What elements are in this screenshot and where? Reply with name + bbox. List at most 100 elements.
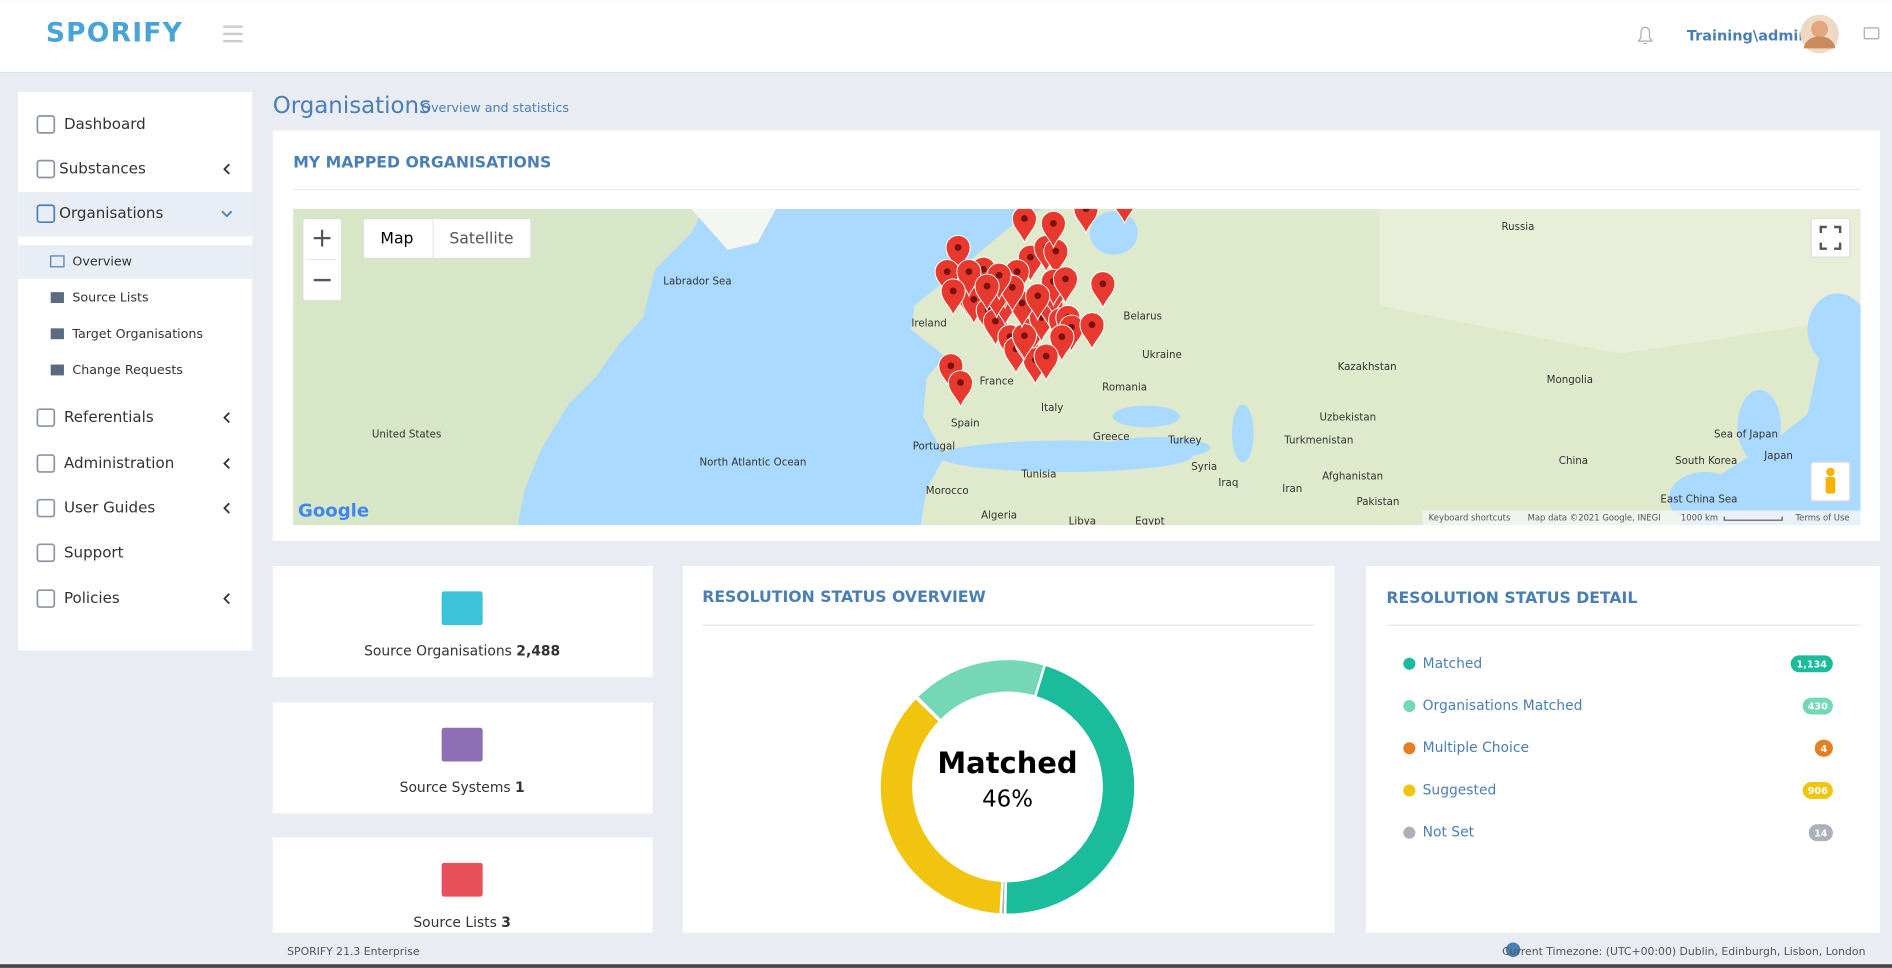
nav-item[interactable]: User Guides: [64, 499, 155, 517]
sea: [1737, 389, 1781, 463]
map-marker[interactable]: [1011, 206, 1037, 245]
map-marker[interactable]: [1073, 197, 1099, 235]
marker-dot: [1062, 275, 1069, 283]
nav-arrow: [223, 458, 230, 469]
scale-bar: [1723, 516, 1783, 521]
nav-item[interactable]: Dashboard: [64, 115, 146, 133]
subnav-item[interactable]: Target Organisations: [71, 326, 203, 341]
stat-text: Source Lists 3: [413, 915, 511, 931]
map-label: Turkey: [1167, 435, 1201, 447]
nav-item[interactable]: Policies: [64, 589, 120, 607]
status-count: 430: [1808, 702, 1828, 713]
map[interactable]: Labrador Sea United States North Atlantic …: [293, 187, 1868, 527]
map-marker[interactable]: [1090, 271, 1116, 310]
marker-dot: [947, 362, 955, 370]
map-marker[interactable]: [1052, 266, 1079, 305]
subnav-item[interactable]: Change Requests: [72, 362, 182, 377]
bottom-bar: [0, 964, 1892, 968]
status-label[interactable]: Organisations Matched: [1423, 698, 1583, 714]
status-icon: [1403, 699, 1416, 713]
subnav-item[interactable]: Overview: [72, 253, 132, 268]
map-marker[interactable]: [1113, 187, 1137, 225]
map-marker[interactable]: [945, 234, 971, 274]
nav-item[interactable]: Referentials: [64, 408, 154, 426]
map-marker[interactable]: [947, 370, 974, 409]
map-label: Syria: [1191, 461, 1217, 473]
stat-value: 3: [501, 915, 511, 931]
menu-toggle[interactable]: [223, 25, 243, 43]
map-type: [362, 217, 532, 259]
fullscreen[interactable]: [1810, 217, 1851, 258]
subnav-active-bg: [18, 245, 253, 279]
status-label[interactable]: Not Set: [1423, 825, 1475, 841]
sea: [1231, 404, 1254, 463]
stat-label: Source Systems: [400, 780, 511, 796]
stat-icon: [441, 862, 483, 897]
status-icon: [1403, 742, 1416, 755]
status-label[interactable]: Multiple Choice: [1423, 740, 1529, 756]
subnav-item[interactable]: Source Lists: [72, 290, 148, 305]
marker-dot: [1052, 247, 1060, 255]
map-label: South Korea: [1675, 455, 1737, 467]
chart-panel: [682, 566, 1335, 933]
nav-item[interactable]: Administration: [64, 454, 174, 472]
marker-dot: [995, 271, 1003, 279]
attribution[interactable]: Terms of Use: [1794, 512, 1849, 522]
status-label[interactable]: Matched: [1423, 656, 1483, 672]
map-label: Italy: [1041, 402, 1063, 414]
marker-dot: [1013, 268, 1021, 276]
nav-icon: [36, 159, 56, 179]
subnav-icon: [50, 328, 64, 340]
nav-icon: [36, 454, 56, 473]
status-count: 1,134: [1797, 659, 1828, 670]
stats: Source Organisations 2,488 Source Systems…: [272, 566, 653, 933]
map-marker[interactable]: [1011, 323, 1037, 362]
map-logo: Google: [298, 501, 369, 522]
map-marker[interactable]: [940, 278, 966, 317]
sea: [1101, 436, 1211, 459]
map-label: Tunisia: [1020, 468, 1056, 480]
map-marker[interactable]: [974, 273, 1000, 312]
donut: [878, 657, 1137, 916]
status-icon: [1403, 784, 1416, 797]
map-marker[interactable]: [1040, 210, 1066, 249]
map-type-button[interactable]: Satellite: [449, 229, 513, 248]
donut-segment[interactable]: [878, 695, 1004, 916]
street-view[interactable]: [1810, 461, 1851, 502]
chat[interactable]: [1863, 27, 1880, 40]
attribution-bar: [1422, 510, 1861, 526]
sea: [1807, 293, 1861, 366]
attribution[interactable]: Keyboard shortcuts: [1429, 512, 1511, 522]
status-count: 14: [1814, 828, 1828, 839]
zoom-in[interactable]: +: [311, 223, 333, 254]
sea: [1089, 211, 1138, 255]
status-label[interactable]: Suggested: [1423, 782, 1497, 798]
notifications[interactable]: [1637, 26, 1654, 45]
avatar[interactable]: [1800, 14, 1839, 54]
marker-dot: [1021, 332, 1028, 339]
nav-icon: [36, 204, 56, 224]
nav-item[interactable]: Substances: [59, 160, 146, 178]
nav-item[interactable]: Organisations: [59, 204, 163, 222]
zoom-out[interactable]: [313, 278, 331, 282]
map-marker[interactable]: [1025, 283, 1051, 322]
map-label: China: [1559, 455, 1588, 467]
map-marker[interactable]: [1079, 312, 1105, 351]
map-label: Sea of Japan: [1714, 429, 1778, 441]
donut-segment[interactable]: [915, 657, 1047, 723]
status-badge: [1808, 824, 1833, 842]
map-label: Uzbekistan: [1319, 412, 1376, 424]
nav-item[interactable]: Support: [64, 543, 124, 561]
map-label: Labrador Sea: [663, 275, 731, 287]
status-count: 906: [1808, 786, 1828, 797]
user-name[interactable]: Training\admin: [1687, 28, 1809, 44]
logo[interactable]: SPORIFY: [46, 17, 183, 48]
subnav-icon: [50, 292, 64, 304]
map-label: Ireland: [911, 318, 946, 330]
nav-arrow: [223, 163, 230, 175]
map-marker[interactable]: [1033, 343, 1059, 382]
donut-segment[interactable]: [1003, 663, 1137, 916]
map-type-button[interactable]: Map: [380, 229, 413, 248]
